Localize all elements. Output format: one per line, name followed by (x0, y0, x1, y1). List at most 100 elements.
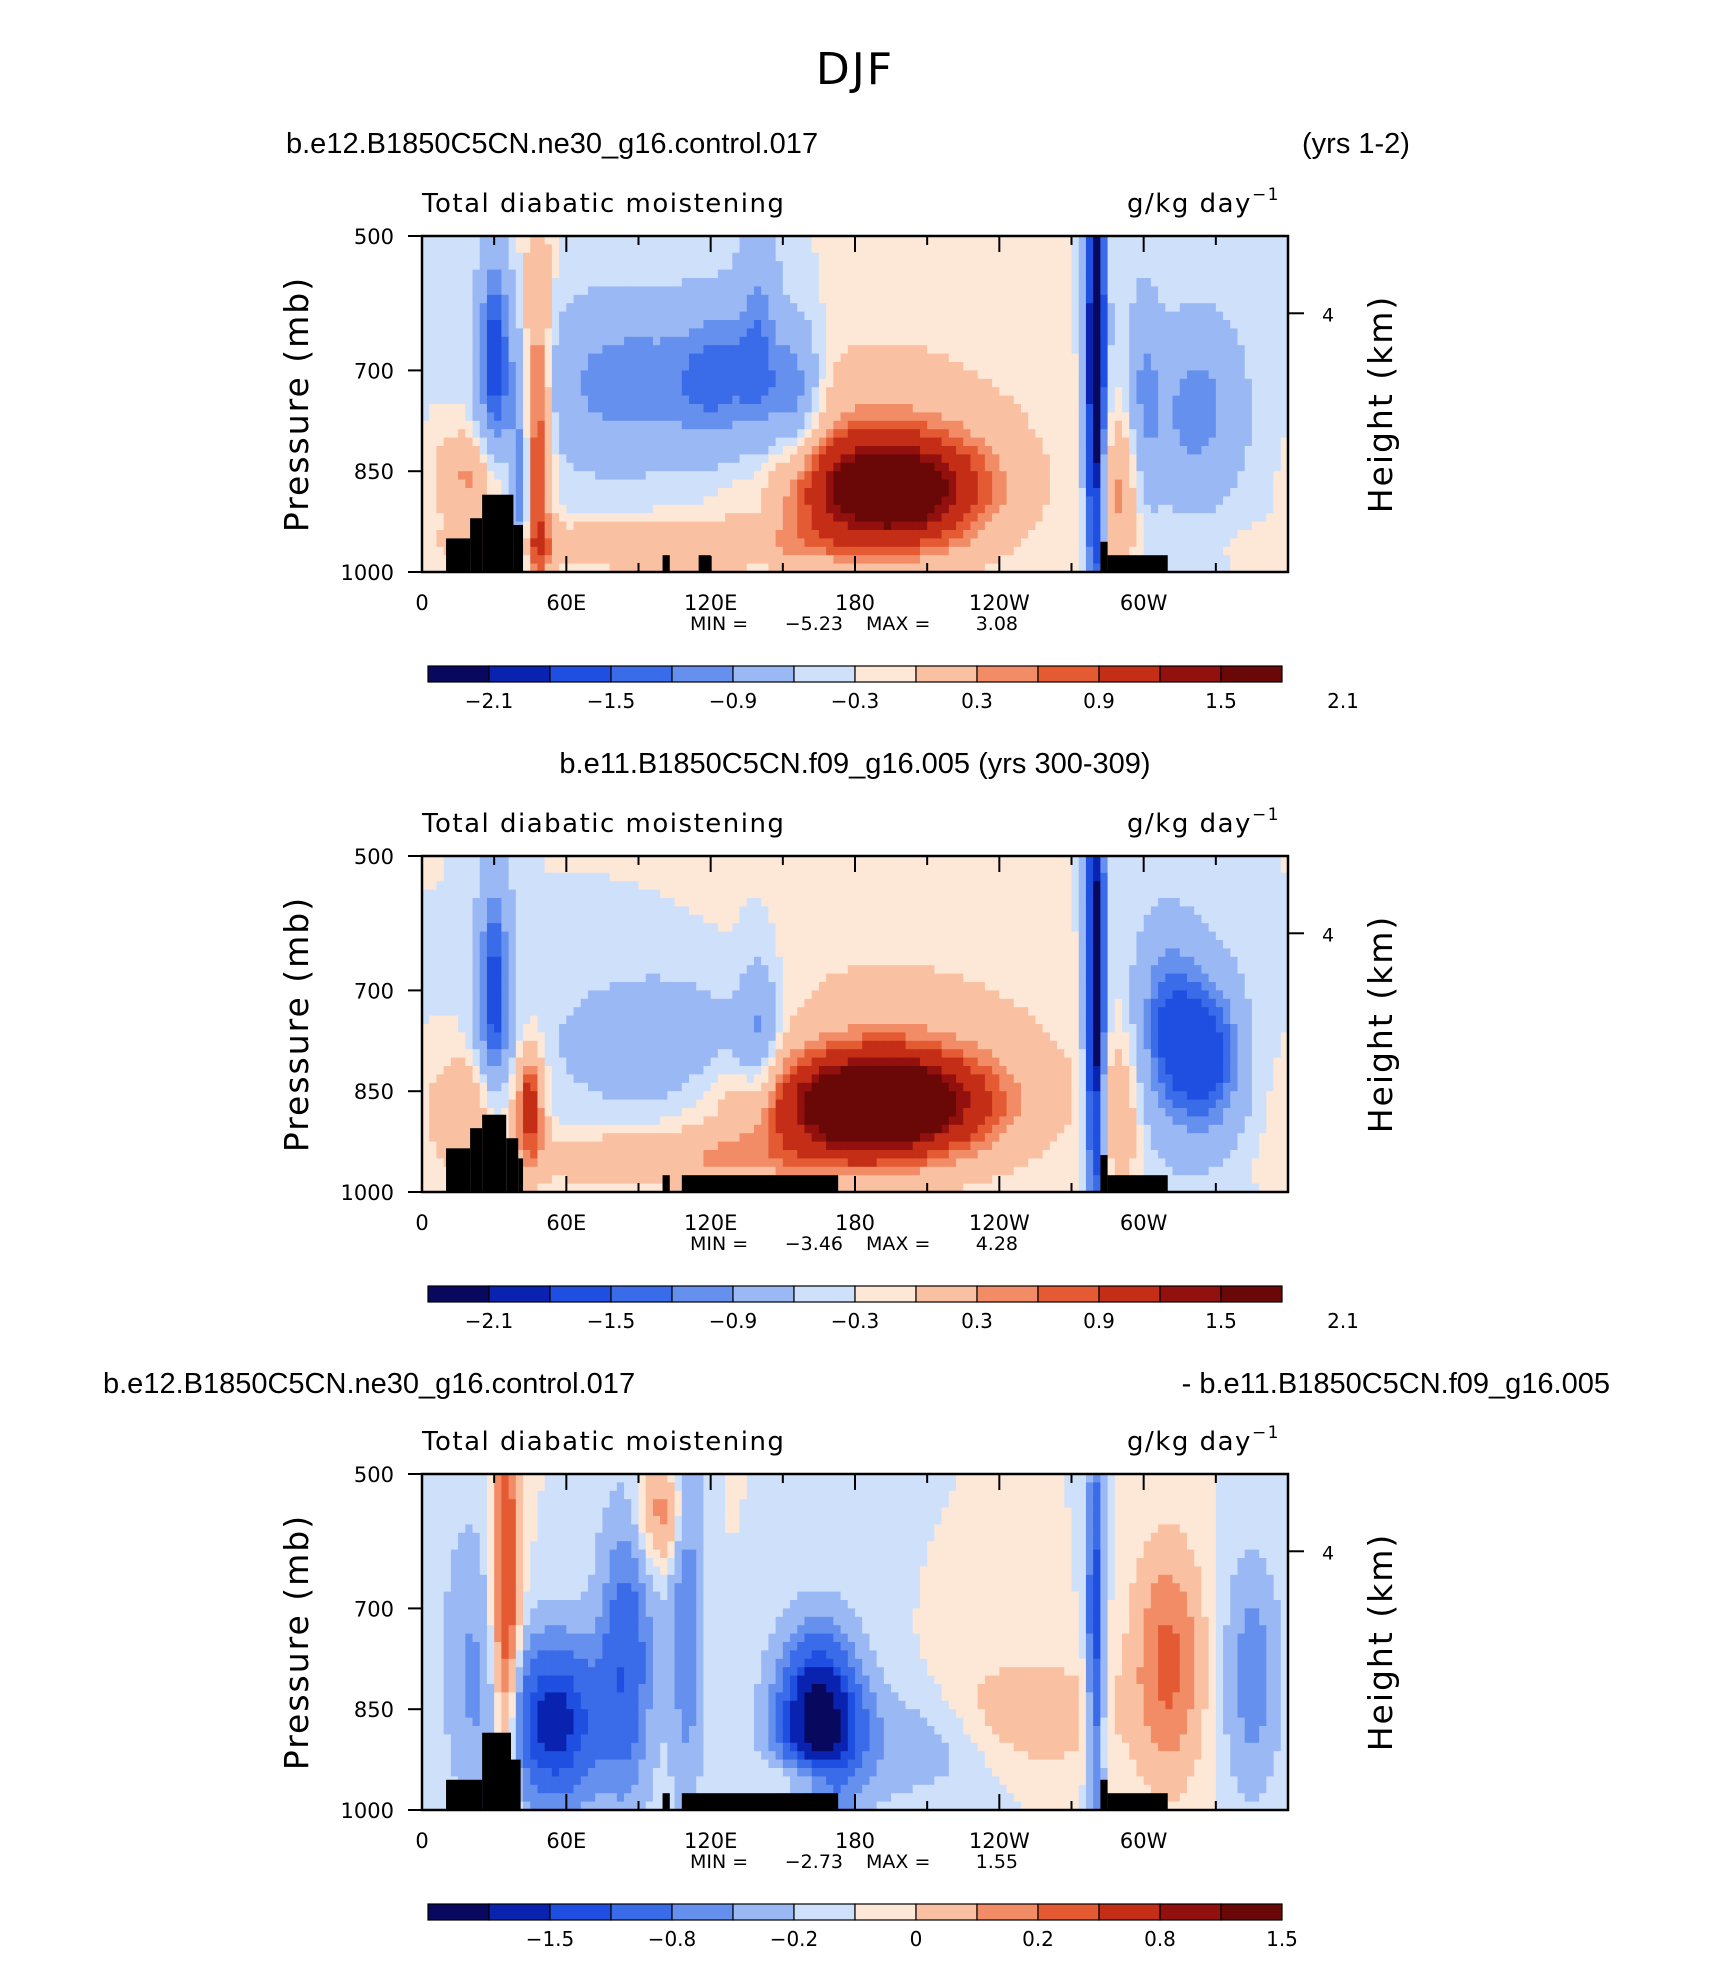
colorbar-label: 0.9 (1083, 1309, 1115, 1333)
x-tick-label: 120E (684, 1211, 737, 1235)
colorbar-label: 2.1 (1327, 1309, 1359, 1333)
panel-1-max-value: 3.08 (976, 613, 1018, 635)
colorbar-box (732, 665, 795, 683)
x-tick-label: 120W (969, 591, 1030, 615)
x-tick-label: 60E (546, 1829, 586, 1853)
colorbar-box (1037, 1903, 1100, 1921)
colorbar-label: −1.5 (587, 1309, 636, 1333)
x-tick-label: 180 (835, 591, 875, 615)
y-tick-label: 500 (354, 225, 394, 249)
y-axis-title: Pressure (mb) (277, 896, 316, 1152)
height-tick-label: 4 (1322, 304, 1334, 326)
panel-1-min-label: MIN = (690, 613, 748, 635)
figure-title: DJF (815, 44, 895, 95)
panel-2-min-value: −3.46 (785, 1233, 843, 1255)
panel-2-max-value: 4.28 (976, 1233, 1018, 1255)
colorbar-box (976, 1285, 1039, 1303)
colorbar-box (671, 665, 734, 683)
colorbar-box (915, 1285, 978, 1303)
panel-2-topography-mask (681, 1175, 839, 1192)
y-tick-label: 1000 (341, 1799, 394, 1823)
x-tick-label: 0 (415, 1829, 428, 1853)
colorbar-label: 1.5 (1266, 1927, 1298, 1951)
panel-3-topography-mask (662, 1793, 670, 1810)
colorbar-box (915, 665, 978, 683)
y-tick-label: 700 (354, 1597, 394, 1621)
x-tick-label: 0 (415, 591, 428, 615)
panel-3-header-left: b.e12.B1850C5CN.ne30_g16.control.017 (103, 1368, 636, 1400)
colorbar-box (1098, 665, 1161, 683)
colorbar-box (549, 1903, 612, 1921)
panel-1-topography-mask (1107, 555, 1168, 572)
colorbar-label: 0 (910, 1927, 923, 1951)
panel-2-topography-mask (518, 1158, 524, 1192)
colorbar-box (1098, 1285, 1161, 1303)
panel-3-topography-mask (511, 1759, 521, 1810)
panel-2-topography-mask (482, 1114, 507, 1192)
panel-1-units: g/kg day−1 (1127, 185, 1280, 219)
panel-1-topography-mask (482, 494, 514, 572)
colorbar-box (427, 1903, 490, 1921)
colorbar-box (854, 1903, 917, 1921)
colorbar-label: 2.1 (1327, 689, 1359, 713)
colorbar-box (549, 1285, 612, 1303)
x-tick-label: 180 (835, 1829, 875, 1853)
panel-2-left-string: Total diabatic moistening (421, 809, 785, 839)
colorbar-label: 0.3 (961, 1309, 993, 1333)
panel-3-units: g/kg day−1 (1127, 1423, 1280, 1457)
panel-1: 0 60E 120E 180 120W 60W 500 700 850 1000 4 Pressure… (277, 185, 1400, 713)
colorbar-label: −0.2 (770, 1927, 819, 1951)
panel-3-colorbar: −1.5 −0.8 −0.2 0 0.2 0.8 1.5 (427, 1903, 1298, 1951)
panel-1-colorbar: −2.1 −1.5 −0.9 −0.3 0.3 0.9 1.5 2.1 (427, 665, 1359, 713)
colorbar-label: −2.1 (465, 1309, 514, 1333)
colorbar-box (610, 665, 673, 683)
panel-2: 0 60E 120E 180 120W 60W 500 700 850 1000 4 Pressure… (277, 805, 1400, 1333)
colorbar-box (1037, 1285, 1100, 1303)
y-tick-label: 500 (354, 1463, 394, 1487)
panel-1-topography-mask (698, 555, 711, 572)
colorbar-box (915, 1903, 978, 1921)
y2-axis-title: Height (km) (1361, 295, 1400, 514)
colorbar-label: −1.5 (526, 1927, 575, 1951)
panel-2-topography-mask (446, 1148, 471, 1192)
y-tick-label: 850 (354, 1080, 394, 1104)
colorbar-box (1220, 1285, 1283, 1303)
panel-3-topography-mask (1100, 1779, 1108, 1810)
colorbar-box (1159, 1903, 1222, 1921)
y-axis-title: Pressure (mb) (277, 276, 316, 532)
colorbar-box (1220, 1903, 1283, 1921)
colorbar-box (854, 1285, 917, 1303)
panel-1-topography-mask (446, 538, 471, 572)
panel-2-topography-mask (662, 1175, 670, 1192)
y-tick-label: 700 (354, 359, 394, 383)
y-tick-label: 1000 (341, 561, 394, 585)
colorbar-box (488, 1903, 551, 1921)
colorbar-box (610, 1285, 673, 1303)
panel-3-max-value: 1.55 (976, 1851, 1018, 1873)
panel-3: 0 60E 120E 180 120W 60W 500 700 850 1000 4 Pressure… (277, 1423, 1400, 1951)
colorbar-box (1098, 1903, 1161, 1921)
panel-2-topography-mask (506, 1138, 519, 1192)
colorbar-label: 0.2 (1022, 1927, 1054, 1951)
panel-2-contour-field (422, 856, 1289, 1193)
colorbar-box (793, 665, 856, 683)
colorbar-box (427, 665, 490, 683)
panel-3-min-value: −2.73 (785, 1851, 843, 1873)
panel-1-header-left: b.e12.B1850C5CN.ne30_g16.control.017 (286, 128, 819, 160)
y2-axis-title: Height (km) (1361, 1533, 1400, 1752)
panel-3-topography-mask (446, 1779, 483, 1810)
colorbar-box (732, 1903, 795, 1921)
x-tick-label: 120W (969, 1211, 1030, 1235)
y-tick-label: 700 (354, 979, 394, 1003)
panel-2-min-label: MIN = (690, 1233, 748, 1255)
x-tick-label: 60W (1120, 591, 1168, 615)
panel-2-units: g/kg day−1 (1127, 805, 1280, 839)
y2-axis-title: Height (km) (1361, 915, 1400, 1134)
panel-3-topography-mask (681, 1793, 839, 1810)
x-tick-label: 0 (415, 1211, 428, 1235)
panel-3-header-right: - b.e11.B1850C5CN.f09_g16.005 (1181, 1368, 1610, 1400)
x-tick-label: 60E (546, 591, 586, 615)
colorbar-box (488, 665, 551, 683)
colorbar-box (976, 1903, 1039, 1921)
colorbar-box (427, 1285, 490, 1303)
